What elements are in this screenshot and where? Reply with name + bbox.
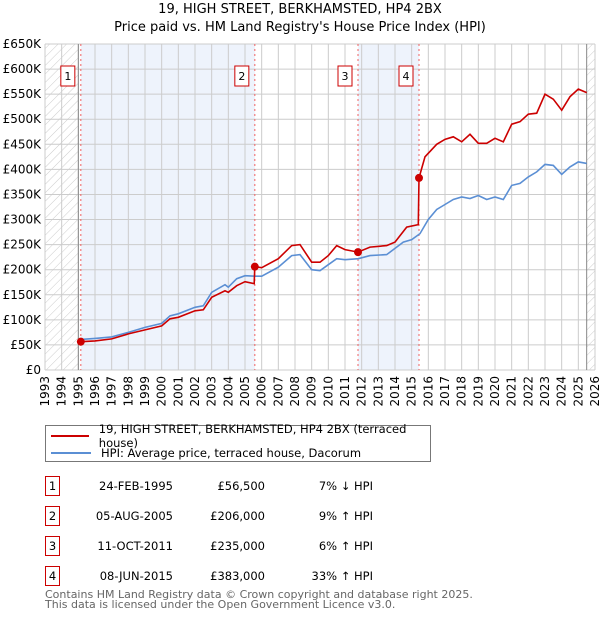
y-tick-label: £150K bbox=[3, 288, 43, 302]
sale-point bbox=[76, 337, 85, 346]
sale-label: 3 bbox=[342, 70, 349, 83]
x-tick-label: 1995 bbox=[71, 376, 85, 407]
x-tick-label: 2014 bbox=[388, 376, 402, 407]
legend-item-property: 19, HIGH STREET, BERKHAMSTED, HP4 2BX (t… bbox=[46, 422, 430, 450]
sale-date: 24-FEB-1995 bbox=[99, 479, 173, 493]
hpi-change: 9% ↑ HPI bbox=[318, 509, 373, 523]
x-tick-label: 1997 bbox=[105, 376, 119, 407]
x-tick-label: 2026 bbox=[588, 376, 600, 407]
sale-label-box bbox=[60, 65, 76, 87]
sale-point bbox=[354, 248, 362, 257]
y-tick-label: £100K bbox=[3, 313, 43, 327]
legend: 19, HIGH STREET, BERKHAMSTED, HP4 2BX (t… bbox=[45, 422, 431, 462]
x-tick-label: 2022 bbox=[521, 376, 535, 407]
x-tick-label: 2002 bbox=[188, 376, 202, 407]
footer-copyright: Contains HM Land Registry data © Crown c… bbox=[45, 588, 473, 601]
y-tick-label: £650K bbox=[3, 37, 43, 51]
x-tick-label: 2004 bbox=[221, 376, 235, 407]
x-tick-label: 1993 bbox=[38, 376, 52, 407]
sale-date: 05-AUG-2005 bbox=[95, 509, 173, 523]
x-tick-label: 2024 bbox=[555, 376, 569, 407]
legend-swatch-blue bbox=[51, 452, 91, 454]
x-tick-label: 1999 bbox=[138, 376, 152, 407]
footer-licence: This data is licensed under the Open Gov… bbox=[45, 598, 396, 611]
x-tick-label: 1996 bbox=[88, 376, 102, 407]
hpi-change: 7% ↓ HPI bbox=[318, 479, 373, 493]
sale-number-badge: 1 bbox=[45, 476, 60, 496]
y-tick-label: £500K bbox=[3, 112, 43, 126]
price-chart: 1993 1994 1995 1996 1997 1998 1999 2000 2001 2002… bbox=[3, 37, 600, 407]
y-tick-label: £250K bbox=[3, 238, 43, 252]
sale-date: 11-OCT-2011 bbox=[97, 539, 173, 553]
sale-label: 2 bbox=[238, 70, 245, 83]
y-tick-label: £450K bbox=[3, 137, 43, 151]
x-tick-label: 2018 bbox=[455, 376, 469, 407]
x-tick-label: 2025 bbox=[571, 376, 585, 407]
sale-label-box bbox=[234, 65, 250, 87]
sale-label: 1 bbox=[64, 70, 71, 83]
x-tick-label: 2021 bbox=[505, 376, 519, 407]
x-tick-label: 2006 bbox=[255, 376, 269, 407]
y-tick-label: £50K bbox=[10, 338, 42, 352]
x-tick-label: 2020 bbox=[488, 376, 502, 407]
y-tick-label: £0 bbox=[26, 363, 41, 377]
x-tick-label: 2015 bbox=[405, 376, 419, 407]
sale-point bbox=[415, 173, 423, 182]
x-tick-label: 2000 bbox=[155, 376, 169, 407]
y-tick-label: £350K bbox=[3, 187, 43, 201]
y-tick-label: £600K bbox=[3, 62, 43, 76]
legend-label: HPI: Average price, terraced house, Daco… bbox=[101, 446, 362, 460]
x-tick-label: 1998 bbox=[121, 376, 135, 407]
legend-swatch-red bbox=[51, 435, 89, 437]
legend-label: 19, HIGH STREET, BERKHAMSTED, HP4 2BX (t… bbox=[98, 422, 407, 450]
y-tick-label: £300K bbox=[3, 213, 43, 227]
x-tick-label: 2012 bbox=[355, 376, 369, 407]
sale-price: £56,500 bbox=[217, 479, 265, 493]
x-tick-label: 1994 bbox=[55, 376, 69, 407]
sale-label-box bbox=[337, 65, 353, 87]
sale-label: 4 bbox=[403, 70, 410, 83]
x-tick-label: 2003 bbox=[205, 376, 219, 407]
x-tick-label: 2013 bbox=[371, 376, 385, 407]
hpi-series-line bbox=[80, 161, 587, 341]
x-tick-label: 2019 bbox=[471, 376, 485, 407]
hatched-region bbox=[586, 44, 595, 370]
chart-title: 19, HIGH STREET, BERKHAMSTED, HP4 2BX bbox=[158, 2, 442, 17]
x-tick-label: 2007 bbox=[271, 376, 285, 407]
x-tick-label: 2011 bbox=[338, 376, 352, 407]
x-tick-label: 2005 bbox=[238, 376, 252, 407]
sale-label-box bbox=[398, 65, 414, 87]
x-tick-label: 2010 bbox=[321, 376, 335, 407]
y-tick-label: £550K bbox=[3, 87, 43, 101]
x-tick-label: 2008 bbox=[288, 376, 302, 407]
sale-number-badge: 4 bbox=[45, 566, 60, 586]
x-tick-label: 2017 bbox=[438, 376, 452, 407]
x-tick-label: 2023 bbox=[538, 376, 552, 407]
hpi-change: 33% ↑ HPI bbox=[311, 569, 373, 583]
sale-price: £383,000 bbox=[210, 569, 265, 583]
x-tick-label: 2001 bbox=[171, 376, 185, 407]
y-tick-label: £200K bbox=[3, 263, 43, 277]
x-tick-label: 2009 bbox=[305, 376, 319, 407]
sale-number-badge: 3 bbox=[45, 536, 60, 556]
hpi-change: 6% ↑ HPI bbox=[318, 539, 373, 553]
sale-date: 08-JUN-2015 bbox=[99, 569, 173, 583]
sale-number-badge: 2 bbox=[45, 506, 60, 526]
sale-price: £235,000 bbox=[210, 539, 265, 553]
x-tick-label: 2016 bbox=[421, 376, 435, 407]
legend-item-hpi: HPI: Average price, terraced house, Daco… bbox=[46, 445, 361, 461]
chart-subtitle: Price paid vs. HM Land Registry's House … bbox=[114, 20, 486, 35]
shaded-span bbox=[358, 44, 419, 370]
shaded-span bbox=[80, 44, 255, 370]
y-tick-label: £400K bbox=[3, 162, 43, 176]
sale-point bbox=[250, 262, 259, 271]
sale-price: £206,000 bbox=[210, 509, 265, 523]
